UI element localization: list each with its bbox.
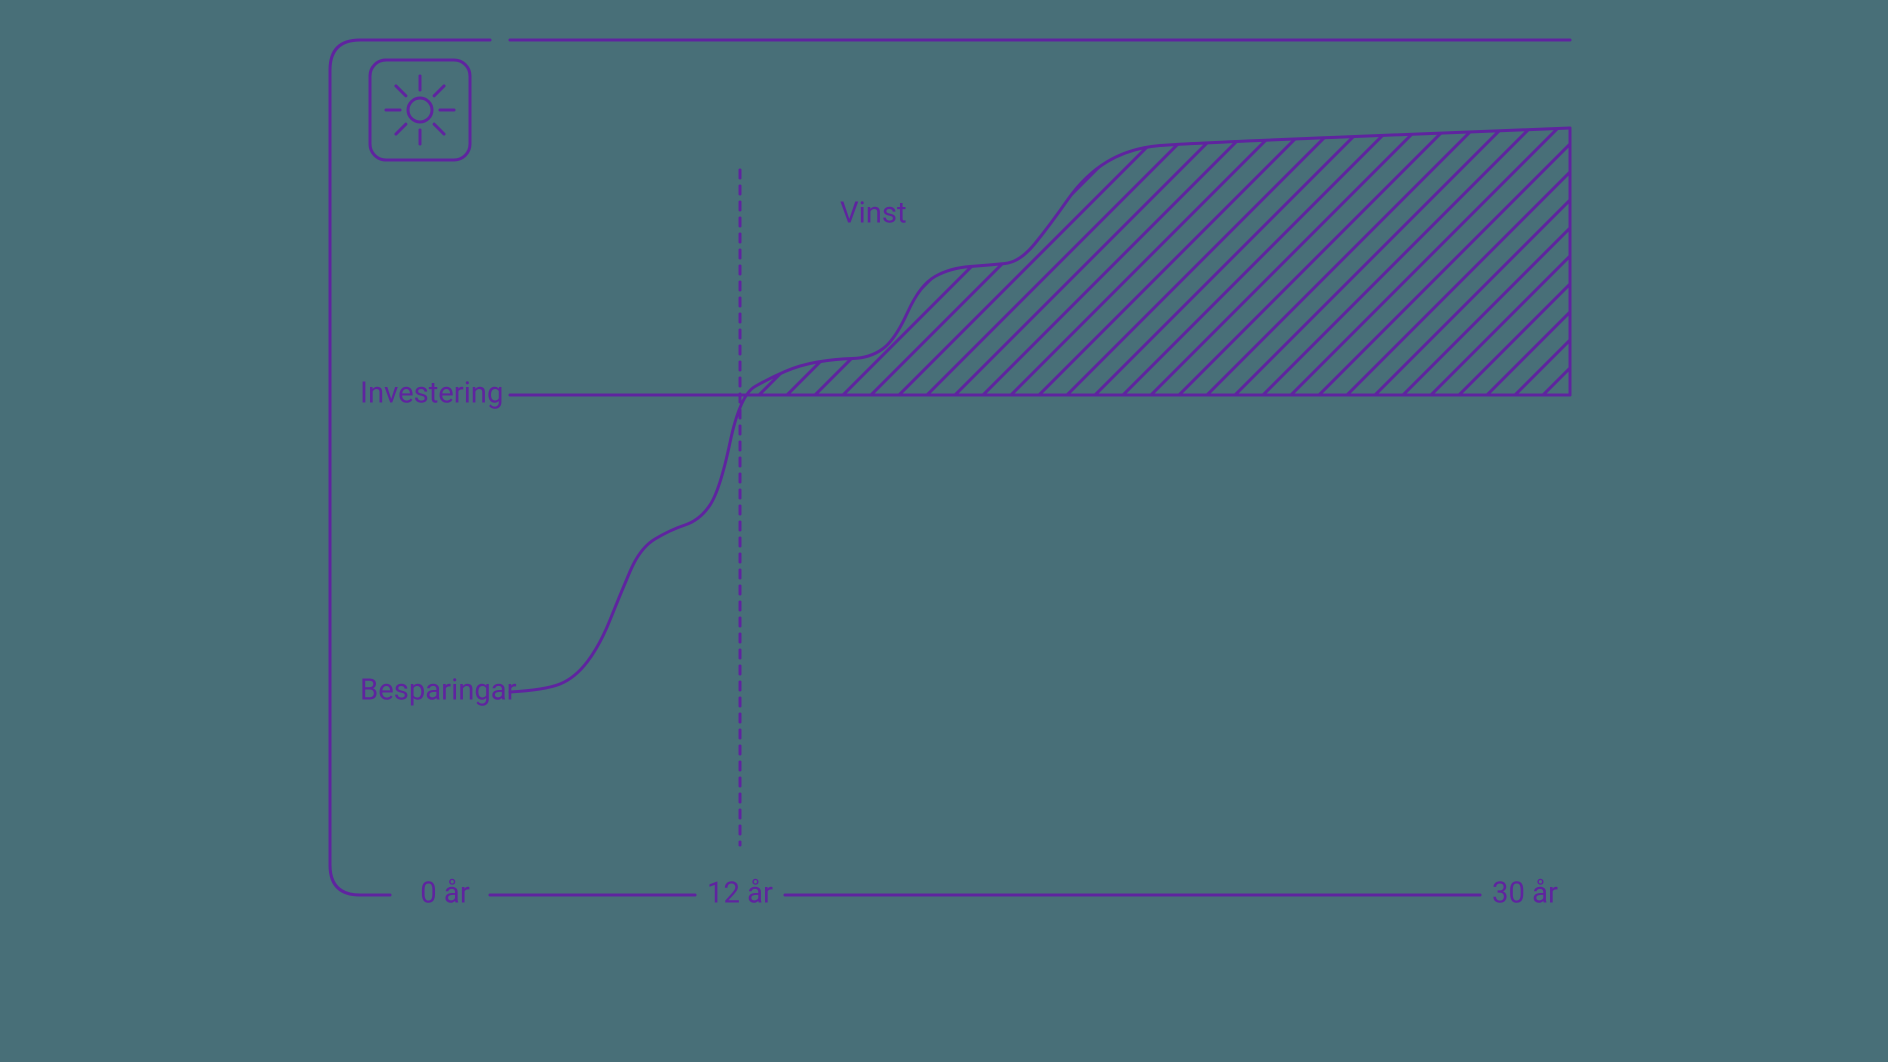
label-savings: Besparingar: [360, 674, 517, 708]
profit-hatch: [440, 0, 1870, 1062]
x-tick-30: 30 år: [1492, 877, 1558, 911]
savings-curve: [510, 128, 1570, 692]
label-profit: Vinst: [840, 197, 907, 231]
diagram-container: Vinst Investering Besparingar 0 år 12 år 30 å…: [0, 0, 1888, 1062]
investment-diagram: Vinst Investering Besparingar 0 år 12 år 30 å…: [0, 0, 1888, 1062]
x-tick-12: 12 år: [707, 877, 773, 911]
x-tick-0: 0 år: [420, 877, 470, 911]
chart-frame: [330, 40, 490, 895]
sun-icon: [386, 76, 454, 144]
label-investment: Investering: [360, 377, 503, 411]
